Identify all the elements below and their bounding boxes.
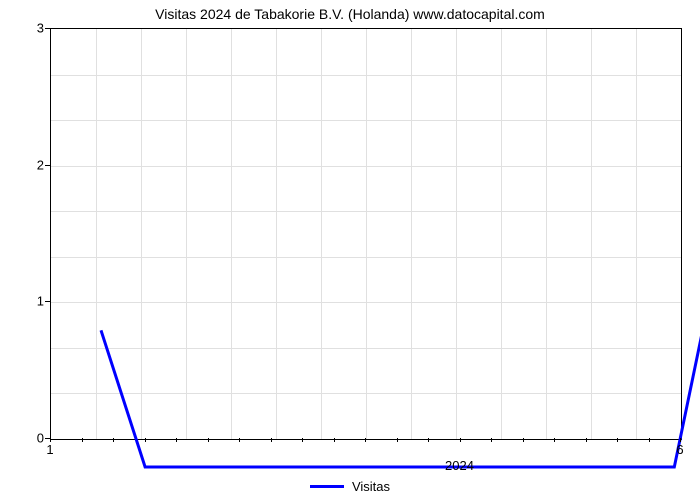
x-tick-label: 1 — [46, 442, 53, 457]
x-tick-mark — [617, 438, 618, 442]
legend-label: Visitas — [352, 479, 390, 494]
x-tick-mark — [491, 438, 492, 442]
x-tick-mark — [302, 438, 303, 442]
x-tick-mark — [397, 438, 398, 442]
x-tick-mark — [239, 438, 240, 442]
grid-line-v — [96, 29, 97, 439]
x-tick-mark — [145, 438, 146, 442]
y-tick-mark — [45, 301, 50, 302]
y-tick-label: 3 — [4, 21, 44, 36]
legend: Visitas — [0, 479, 700, 494]
legend-swatch — [310, 485, 344, 488]
chart-title: Visitas 2024 de Tabakorie B.V. (Holanda)… — [0, 6, 700, 22]
x-tick-mark — [365, 438, 366, 442]
x-tick-mark — [334, 438, 335, 442]
x-tick-mark — [523, 438, 524, 442]
x-tick-mark — [82, 438, 83, 442]
plot-area — [50, 28, 682, 440]
x-tick-mark — [460, 438, 461, 442]
x-tick-label: 6 — [676, 442, 683, 457]
y-tick-label: 0 — [4, 431, 44, 446]
y-tick-mark — [45, 28, 50, 29]
y-tick-label: 2 — [4, 157, 44, 172]
x-tick-mark — [271, 438, 272, 442]
x-tick-mark — [176, 438, 177, 442]
chart-container: Visitas 2024 de Tabakorie B.V. (Holanda)… — [0, 0, 700, 500]
y-tick-label: 1 — [4, 294, 44, 309]
x-tick-mark — [554, 438, 555, 442]
x-tick-mark — [649, 438, 650, 442]
x-tick-mark — [586, 438, 587, 442]
x-tick-mark — [113, 438, 114, 442]
x-tick-mark — [208, 438, 209, 442]
x-tick-mark — [428, 438, 429, 442]
y-tick-mark — [45, 165, 50, 166]
data-series-line — [101, 57, 700, 467]
x-axis-year-label: 2024 — [445, 458, 474, 473]
